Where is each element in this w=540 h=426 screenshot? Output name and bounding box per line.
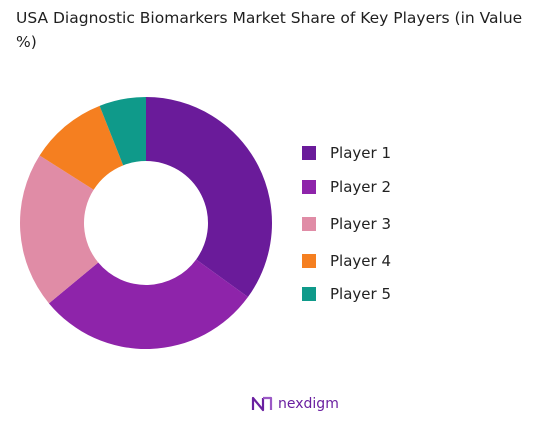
brand-name: nexdigm: [278, 396, 339, 412]
legend-label: Player 2: [330, 178, 391, 196]
donut-slice-5: [99, 97, 146, 166]
legend-label: Player 5: [330, 285, 391, 303]
legend-item-2: Player 2: [302, 178, 391, 196]
legend-swatch: [302, 180, 316, 194]
legend-swatch: [302, 287, 316, 301]
legend-item-1: Player 1: [302, 144, 391, 162]
nexdigm-logo-icon: [251, 396, 273, 412]
legend-swatch: [302, 217, 316, 231]
legend-item-5: Player 5: [302, 285, 391, 303]
brand-logo: nexdigm: [250, 394, 339, 414]
legend-label: Player 4: [330, 252, 391, 270]
donut-slice-4: [39, 105, 124, 190]
legend-label: Player 3: [330, 215, 391, 233]
legend-swatch: [302, 254, 316, 268]
legend-item-4: Player 4: [302, 252, 391, 270]
chart-title: USA Diagnostic Biomarkers Market Share o…: [16, 9, 523, 51]
legend-swatch: [302, 146, 316, 160]
donut-slice-3: [19, 155, 99, 304]
donut-slice-1: [146, 97, 273, 298]
legend-label: Player 1: [330, 144, 391, 162]
donut-slice-2: [48, 259, 248, 349]
legend-item-3: Player 3: [302, 215, 391, 233]
